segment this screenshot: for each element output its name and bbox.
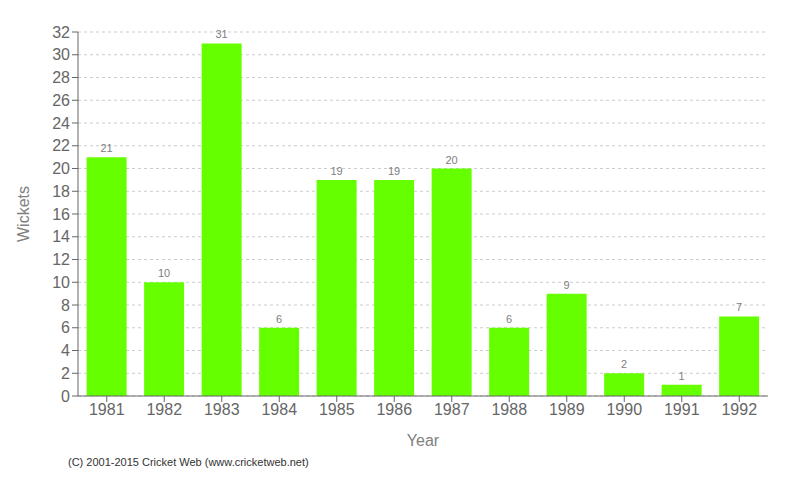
svg-text:1992: 1992	[721, 401, 757, 418]
svg-text:1983: 1983	[204, 401, 240, 418]
svg-text:1987: 1987	[434, 401, 470, 418]
svg-text:9: 9	[564, 279, 570, 291]
svg-text:20: 20	[446, 154, 458, 166]
svg-text:4: 4	[61, 342, 70, 359]
svg-text:16: 16	[52, 206, 70, 223]
svg-text:1988: 1988	[491, 401, 527, 418]
svg-text:Year: Year	[407, 432, 440, 449]
svg-text:6: 6	[61, 319, 70, 336]
svg-text:1981: 1981	[89, 401, 125, 418]
svg-text:26: 26	[52, 92, 70, 109]
svg-text:30: 30	[52, 46, 70, 63]
svg-text:14: 14	[52, 228, 70, 245]
svg-text:Wickets: Wickets	[15, 186, 32, 242]
svg-text:1984: 1984	[261, 401, 297, 418]
svg-text:32: 32	[52, 24, 70, 41]
svg-text:10: 10	[158, 267, 170, 279]
html-text:(C) 2001-2015 Cricket Web (www: (C) 2001-2015 Cricket Web (www.cricketwe…	[68, 456, 309, 468]
svg-text:20: 20	[52, 160, 70, 177]
svg-text:1986: 1986	[376, 401, 412, 418]
svg-text:1985: 1985	[319, 401, 355, 418]
svg-text:2: 2	[621, 358, 627, 370]
svg-text:1990: 1990	[606, 401, 642, 418]
svg-text:19: 19	[331, 165, 343, 177]
svg-text:21: 21	[101, 142, 113, 154]
svg-text:0: 0	[61, 388, 70, 405]
svg-text:6: 6	[276, 313, 282, 325]
svg-text:6: 6	[506, 313, 512, 325]
svg-text:22: 22	[52, 137, 70, 154]
svg-text:24: 24	[52, 115, 70, 132]
svg-text:8: 8	[61, 297, 70, 314]
svg-text:18: 18	[52, 183, 70, 200]
svg-text:1982: 1982	[146, 401, 182, 418]
svg-text:1989: 1989	[549, 401, 585, 418]
svg-text:1991: 1991	[664, 401, 700, 418]
svg-text:1: 1	[679, 370, 685, 382]
svg-text:10: 10	[52, 274, 70, 291]
svg-text:12: 12	[52, 251, 70, 268]
svg-text:7: 7	[736, 301, 742, 313]
svg-text:28: 28	[52, 69, 70, 86]
svg-text:2: 2	[61, 365, 70, 382]
svg-text:19: 19	[388, 165, 400, 177]
svg-text:31: 31	[216, 28, 228, 40]
